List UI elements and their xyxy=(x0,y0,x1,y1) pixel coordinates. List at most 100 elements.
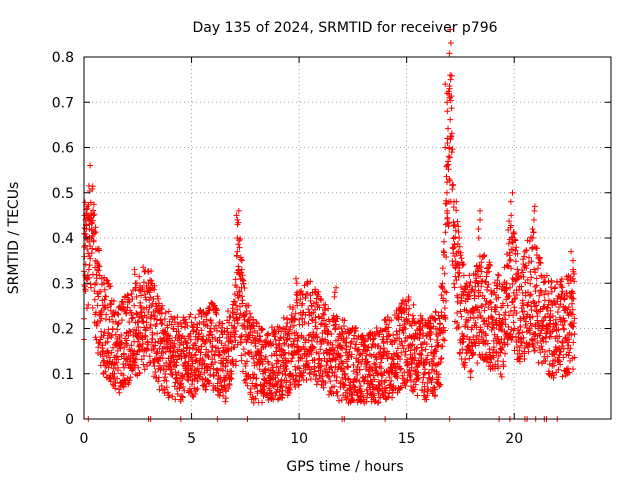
data-point xyxy=(435,371,442,378)
data-point xyxy=(200,333,207,340)
data-point xyxy=(490,354,497,361)
data-point xyxy=(190,321,197,328)
data-point xyxy=(443,289,450,296)
data-point xyxy=(488,290,495,297)
data-point xyxy=(458,313,465,320)
data-point xyxy=(453,207,460,214)
data-point xyxy=(565,280,572,287)
data-point xyxy=(455,229,462,236)
data-point xyxy=(163,344,170,351)
data-point xyxy=(545,278,552,285)
data-point xyxy=(509,235,516,241)
data-point xyxy=(506,249,513,256)
data-point xyxy=(312,286,319,293)
data-point xyxy=(152,368,159,375)
data-point xyxy=(446,85,453,92)
data-point xyxy=(551,362,558,369)
data-point xyxy=(460,338,467,345)
data-point xyxy=(136,370,143,377)
data-point xyxy=(396,327,403,334)
data-point xyxy=(101,329,108,336)
data-point xyxy=(534,339,541,346)
data-point xyxy=(566,369,573,376)
data-point xyxy=(89,183,96,190)
data-point xyxy=(522,279,529,286)
data-point xyxy=(543,272,550,279)
data-point xyxy=(448,105,455,112)
data-point xyxy=(253,361,260,368)
data-point xyxy=(317,296,324,303)
data-point xyxy=(245,302,252,309)
data-point xyxy=(510,312,517,319)
data-point xyxy=(224,325,231,332)
data-point xyxy=(317,362,324,369)
data-point xyxy=(523,247,530,254)
data-point xyxy=(483,265,490,272)
data-point xyxy=(555,357,562,364)
data-point xyxy=(262,353,269,360)
data-point xyxy=(203,383,210,390)
data-point xyxy=(142,291,149,298)
data-point xyxy=(548,277,555,284)
data-point xyxy=(527,291,534,298)
data-point xyxy=(102,368,109,375)
data-point xyxy=(528,307,535,314)
data-point xyxy=(157,316,164,323)
data-point xyxy=(460,360,467,367)
data-points xyxy=(80,26,578,422)
data-point xyxy=(454,260,461,267)
data-point xyxy=(238,257,245,264)
data-point xyxy=(215,322,222,329)
data-point xyxy=(452,227,459,234)
data-point xyxy=(147,277,154,284)
data-point xyxy=(568,248,575,255)
data-point xyxy=(383,336,390,343)
data-point xyxy=(136,273,143,280)
data-point xyxy=(457,252,464,259)
y-tick-label: 0.3 xyxy=(52,276,74,292)
data-point xyxy=(132,371,139,378)
data-point xyxy=(378,365,385,372)
x-tick-label: 0 xyxy=(80,431,89,447)
data-point xyxy=(333,284,340,291)
data-point xyxy=(101,286,108,293)
data-point xyxy=(151,363,158,370)
data-point xyxy=(152,312,159,319)
data-point xyxy=(173,375,180,382)
data-point xyxy=(159,302,166,309)
data-point xyxy=(225,385,232,392)
data-point xyxy=(459,346,466,353)
data-point xyxy=(93,322,100,329)
data-point xyxy=(529,235,536,241)
data-point xyxy=(233,212,240,219)
data-point xyxy=(375,390,382,397)
data-point xyxy=(186,344,193,351)
data-point xyxy=(317,363,324,370)
data-point xyxy=(509,189,516,196)
data-point xyxy=(429,355,436,362)
data-point xyxy=(288,358,295,365)
data-point xyxy=(534,313,541,320)
data-point xyxy=(180,348,187,355)
data-point xyxy=(189,363,196,370)
data-point xyxy=(222,342,229,349)
data-point xyxy=(293,280,300,287)
data-point xyxy=(408,342,415,349)
data-point xyxy=(113,359,120,366)
data-point xyxy=(542,357,549,364)
data-point xyxy=(331,368,338,375)
data-point xyxy=(250,316,257,323)
data-point xyxy=(134,319,141,326)
data-point xyxy=(194,324,201,331)
data-point xyxy=(104,277,111,284)
data-point xyxy=(418,347,425,354)
data-point xyxy=(160,349,167,356)
data-point xyxy=(286,335,293,342)
data-point xyxy=(432,317,439,324)
data-point xyxy=(352,327,359,334)
data-point xyxy=(400,308,407,315)
data-point xyxy=(495,294,502,301)
data-point xyxy=(514,266,521,273)
data-point xyxy=(554,298,561,305)
data-point xyxy=(185,377,192,384)
